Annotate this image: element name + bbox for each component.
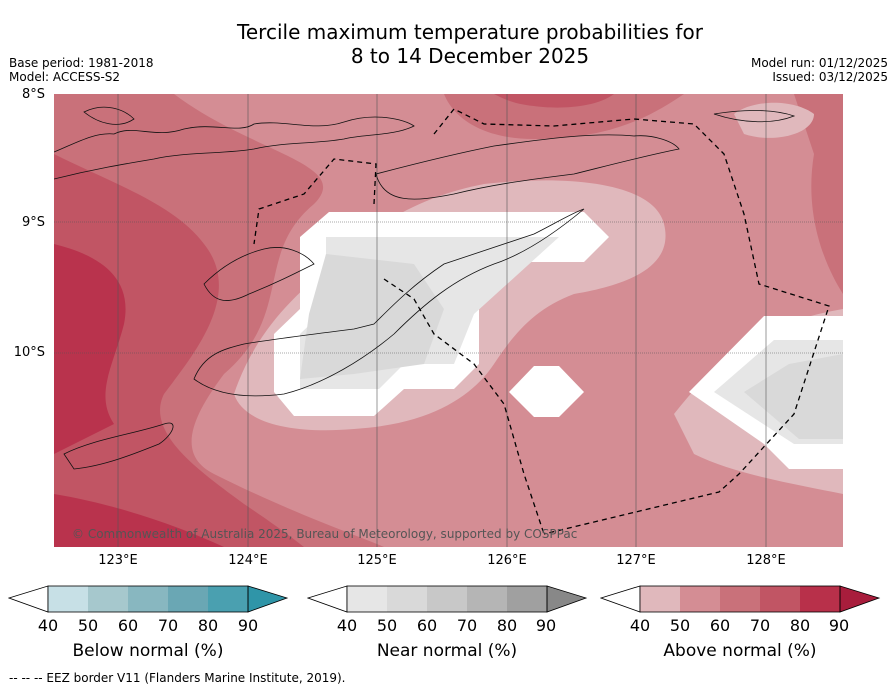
cbar-below-tick-60: 60 [117,616,139,635]
coast-timor [193,208,585,397]
cbar-above-swatch-3 [720,586,760,612]
cbar-above-swatch-1 [640,586,680,612]
no-signal-patch [509,366,584,417]
contour-70-west [54,154,304,547]
cbar-above-tick-50: 50 [669,616,691,635]
contour-60-east [794,94,843,294]
cbar-near-tick-70: 70 [456,616,478,635]
cbar-above-swatch-2 [680,586,720,612]
cbar-below-swatch-2 [88,586,128,612]
title-line-2: 8 to 14 December 2025 [350,44,590,68]
cbar-near-swatch-2 [387,586,427,612]
coast-alor [203,247,315,301]
cbar-near-swatch-4 [467,586,507,612]
cbar-below-tick-80: 80 [197,616,219,635]
near-normal-50-east [744,354,843,439]
lat-label-10s: 10°S [13,345,45,360]
cbar-above-outline [639,585,841,613]
cbar-above-swatch-5 [800,586,840,612]
contour-60-north [444,94,684,139]
cbar-below-swatch-5 [208,586,248,612]
issued-date: Issued: 03/12/2025 [772,70,888,84]
eez-border [253,108,830,535]
contour-70-north [494,94,614,108]
cbar-below-title: Below normal (%) [72,641,224,661]
lon-label-123e: 123°E [98,553,138,568]
cbar-below-swatch-3 [128,586,168,612]
colorbar-below-normal [8,585,289,613]
cbar-below-min-arrow [8,585,49,613]
meta-right: Model run: 01/12/2025 Issued: 03/12/2025 [751,56,888,84]
cbar-above-tick-60: 60 [709,616,731,635]
coast-island-1 [83,106,135,125]
cbar-above-tick-80: 80 [789,616,811,635]
cbar-near-swatch-1 [347,586,387,612]
model-run: Model run: 01/12/2025 [750,56,888,70]
lon-label-128e: 128°E [746,553,786,568]
lon-label-125e: 125°E [357,553,397,568]
map-title: Tercile maximum temperature probabilitie… [0,20,896,68]
lat-label-8s: 8°S [21,87,45,102]
eez-footer-note: -- -- -- EEZ border V11 (Flanders Marine… [9,671,346,685]
probability-map: © Commonwealth of Australia 2025, Bureau… [54,94,843,547]
cbar-near-tick-50: 50 [376,616,398,635]
coast-flores [54,116,415,180]
cbar-near-tick-40: 40 [336,616,358,635]
cbar-below-swatch-4 [168,586,208,612]
coastlines [54,106,796,470]
coast-wetar [375,134,680,200]
eez-line-timor [383,278,545,535]
contour-80-southwest [54,494,224,547]
contour-80-west [54,244,126,454]
eez-line-northwest [253,158,377,245]
map-svg [54,94,843,547]
coast-sumba [63,422,174,470]
cbar-below-outline [47,585,249,613]
meta-left: Base period: 1981-2018 Model: ACCESS-S2 [9,56,154,84]
cbar-above-tick-70: 70 [749,616,771,635]
colorbar-near-normal [307,585,588,613]
cbar-above-max-arrow [839,585,881,613]
contour-40-northeast [734,102,814,138]
cbar-near-title: Near normal (%) [376,641,518,661]
coast-babar [713,110,796,123]
title-line-1: Tercile maximum temperature probabilitie… [237,20,703,44]
lat-label-9s: 9°S [21,215,45,230]
base-period: Base period: 1981-2018 [9,56,154,70]
cbar-above-title: Above normal (%) [663,641,817,661]
cbar-near-tick-60: 60 [416,616,438,635]
cbar-below-swatch-1 [48,586,88,612]
near-normal-50-central [300,254,444,379]
cbar-near-swatch-3 [427,586,467,612]
cbar-below-max-arrow [247,585,289,613]
graticule [54,94,843,547]
cbar-near-min-arrow [307,585,348,613]
cbar-below-tick-90: 90 [237,616,259,635]
cbar-above-min-arrow [600,585,641,613]
cbar-near-tick-80: 80 [496,616,518,635]
model-name: Model: ACCESS-S2 [9,70,121,84]
cbar-near-tick-90: 90 [535,616,557,635]
lon-label-126e: 126°E [487,553,527,568]
cbar-below-tick-70: 70 [157,616,179,635]
colorbar-above-normal [600,585,881,613]
cbar-near-outline [346,585,548,613]
cbar-above-swatch-4 [760,586,800,612]
cbar-near-swatch-5 [507,586,547,612]
cbar-below-tick-50: 50 [77,616,99,635]
cbar-near-max-arrow [546,585,588,613]
lon-label-127e: 127°E [616,553,656,568]
cbar-above-tick-90: 90 [828,616,850,635]
copyright-note: © Commonwealth of Australia 2025, Bureau… [72,527,578,541]
lon-label-124e: 124°E [228,553,268,568]
cbar-below-tick-40: 40 [37,616,59,635]
cbar-above-tick-40: 40 [629,616,651,635]
